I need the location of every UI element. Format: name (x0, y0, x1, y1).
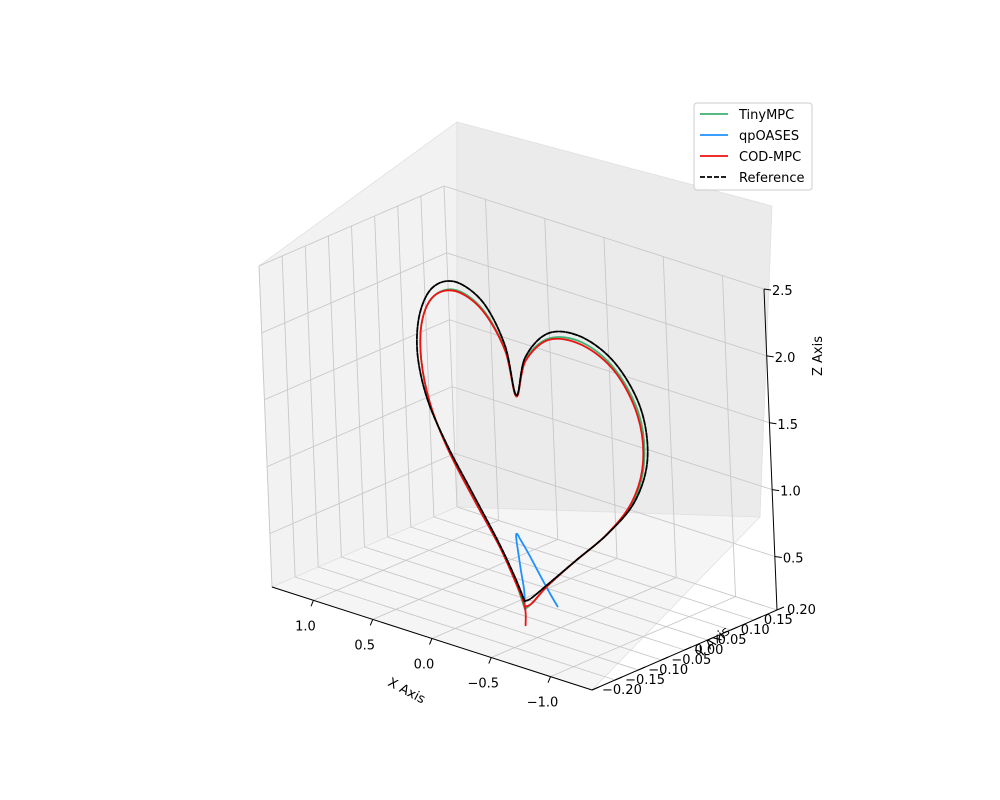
x-tick-label: 1.0 (295, 619, 316, 634)
y-tick-label: 0.10 (741, 623, 770, 638)
x-tick-mark (310, 600, 314, 607)
x-tick-label: −1.0 (527, 696, 559, 711)
y-grid-floor (341, 556, 662, 661)
z-tick-label: 0.5 (783, 552, 804, 567)
x-tick-mark (488, 657, 492, 664)
y-grid-floor (318, 566, 639, 671)
x-tick-label: 0.5 (354, 638, 375, 653)
z-grid-back (451, 386, 773, 491)
z-tick-mark (774, 556, 782, 558)
y-tick-label: −0.15 (625, 673, 665, 688)
legend-entries: TinyMPC qpOASES COD-MPC Reference (700, 108, 804, 186)
legend-label: Reference (739, 171, 804, 186)
x-axis-label: X Axis (385, 675, 428, 707)
x-tick-label: −0.5 (467, 677, 499, 692)
x-axis-line (271, 586, 593, 691)
y-tick-label: 0.00 (695, 643, 724, 658)
z-grid-side (266, 386, 453, 468)
z-tick-mark (766, 355, 774, 358)
y-grid-floor (294, 576, 616, 681)
tick-labels: 1.00.50.0−0.5−1.0−0.20−0.15−0.10−0.050.0… (295, 284, 816, 711)
z-grid-back (454, 453, 775, 557)
z-tick-mark (769, 422, 777, 425)
z-axis-label: Z Axis (811, 336, 826, 376)
legend-label: TinyMPC (738, 108, 794, 123)
z-grid-side (269, 453, 456, 534)
x-tick-mark (547, 676, 551, 683)
z-axis-line (763, 288, 778, 611)
series-line-qpoases (515, 532, 559, 611)
y-grid-floor (410, 526, 731, 631)
x-tick-mark (369, 619, 374, 626)
y-grid-floor (433, 516, 755, 621)
y-tick-label: −0.05 (671, 653, 711, 668)
z-grid-side (258, 185, 445, 267)
z-grid-side (261, 252, 447, 334)
z-tick-label: 2.5 (772, 284, 793, 299)
z-tick-mark (772, 489, 780, 492)
z-grid-back (446, 252, 767, 357)
x-tick-mark (429, 638, 433, 645)
axis-lines (271, 288, 785, 691)
y-tick-label: −0.20 (602, 683, 642, 698)
legend-label: qpOASES (739, 129, 799, 144)
z-tick-mark (763, 288, 772, 291)
series-line-reference (415, 280, 649, 603)
y-tick-label: 0.15 (764, 613, 793, 628)
z-grid-back (443, 185, 765, 290)
z-tick-label: 1.5 (777, 418, 798, 433)
x-tick-label: 0.0 (414, 658, 435, 673)
legend: TinyMPC qpOASES COD-MPC Reference (693, 102, 813, 191)
y-tick-label: 0.05 (718, 633, 747, 648)
z-tick-label: 2.0 (775, 351, 796, 366)
z-tick-label: 1.0 (780, 485, 801, 500)
legend-label: COD-MPC (739, 150, 801, 165)
z-grid-side (264, 319, 450, 401)
y-axis-line (591, 609, 778, 691)
y-tick-label: −0.10 (648, 663, 688, 678)
z-grid-back (449, 319, 770, 424)
series-lines (415, 280, 649, 627)
y-grid-floor (456, 506, 778, 611)
y-tick-mark (776, 606, 785, 611)
y-tick-label: 0.20 (787, 603, 816, 618)
legend-frame (693, 102, 813, 191)
